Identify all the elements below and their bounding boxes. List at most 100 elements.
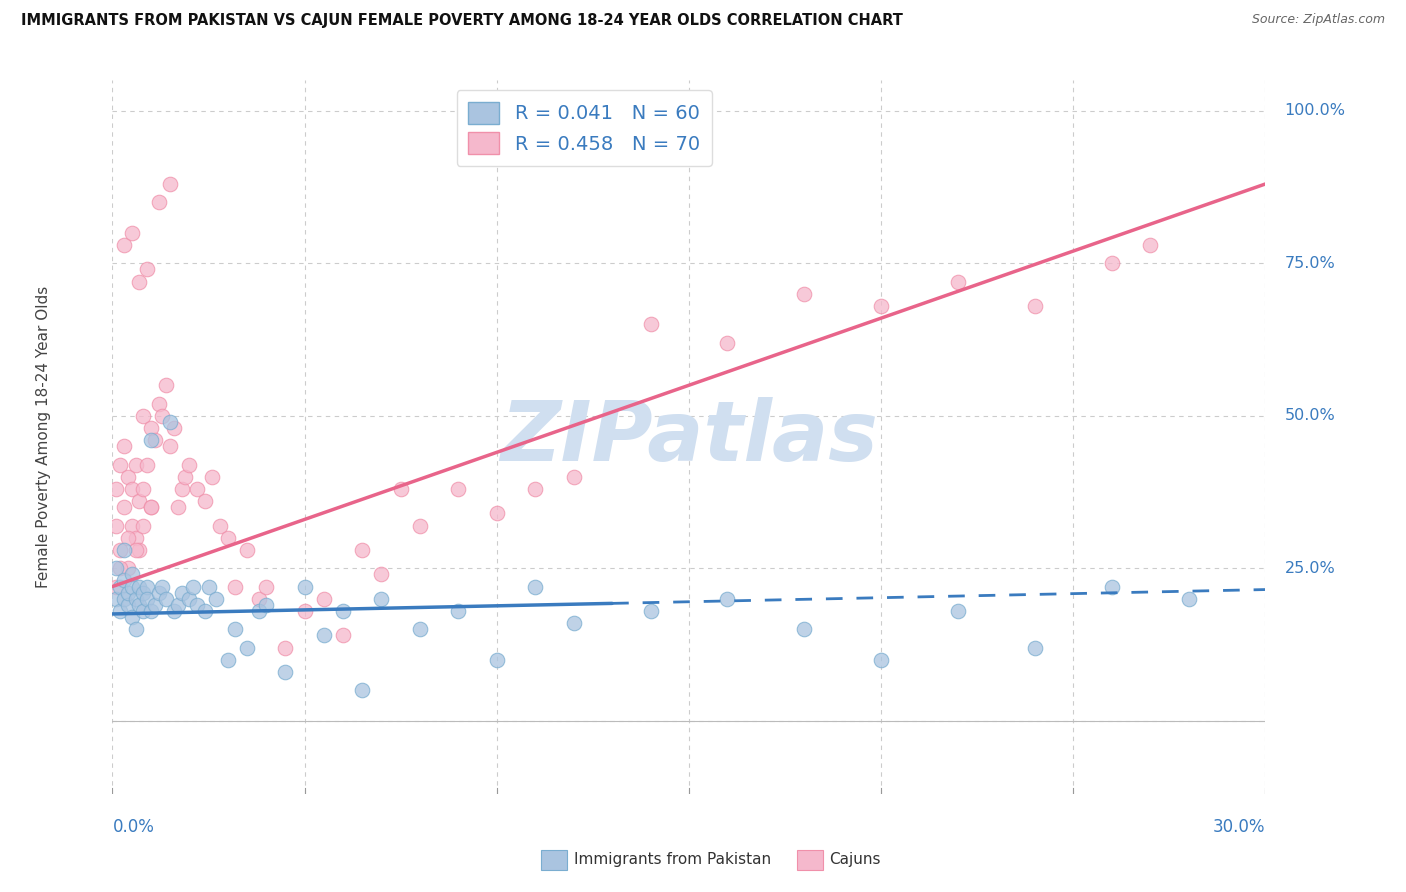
Point bbox=[112, 574, 135, 588]
Point bbox=[148, 195, 170, 210]
Point bbox=[247, 591, 270, 606]
Point bbox=[132, 518, 155, 533]
Point bbox=[194, 494, 217, 508]
Point bbox=[139, 604, 162, 618]
Text: 25.0%: 25.0% bbox=[1285, 561, 1336, 575]
Point bbox=[159, 415, 181, 429]
Point bbox=[139, 500, 162, 515]
Point bbox=[179, 591, 201, 606]
Point bbox=[136, 591, 159, 606]
Point bbox=[128, 275, 150, 289]
Point bbox=[117, 531, 139, 545]
Point bbox=[485, 506, 508, 520]
Point bbox=[139, 433, 162, 447]
Point bbox=[124, 458, 146, 472]
Point bbox=[186, 598, 208, 612]
Text: Female Poverty Among 18-24 Year Olds: Female Poverty Among 18-24 Year Olds bbox=[35, 286, 51, 588]
Point bbox=[155, 378, 177, 392]
Point bbox=[332, 604, 354, 618]
Point bbox=[352, 542, 374, 557]
Point bbox=[163, 421, 186, 435]
Point bbox=[201, 469, 224, 483]
Point bbox=[117, 469, 139, 483]
Point bbox=[186, 482, 208, 496]
Point bbox=[181, 580, 204, 594]
Point bbox=[274, 640, 297, 655]
Point bbox=[105, 591, 128, 606]
Point bbox=[143, 598, 166, 612]
Point bbox=[121, 482, 143, 496]
Point bbox=[524, 482, 547, 496]
Point bbox=[562, 616, 585, 631]
Point bbox=[121, 226, 143, 240]
Point bbox=[166, 500, 188, 515]
Point bbox=[1024, 299, 1046, 313]
Point bbox=[1139, 238, 1161, 252]
Point bbox=[409, 622, 432, 636]
Point bbox=[485, 653, 508, 667]
Point bbox=[217, 653, 239, 667]
Point bbox=[389, 482, 412, 496]
Point bbox=[108, 458, 131, 472]
Text: Immigrants from Pakistan: Immigrants from Pakistan bbox=[574, 853, 770, 867]
Text: Cajuns: Cajuns bbox=[830, 853, 882, 867]
Point bbox=[117, 585, 139, 599]
Point bbox=[124, 531, 146, 545]
Point bbox=[194, 604, 217, 618]
Point bbox=[946, 275, 969, 289]
Point bbox=[121, 567, 143, 582]
Point bbox=[139, 500, 162, 515]
Point bbox=[205, 591, 228, 606]
Point bbox=[217, 531, 239, 545]
Point bbox=[121, 580, 143, 594]
Point bbox=[105, 518, 128, 533]
Point bbox=[312, 591, 335, 606]
Point bbox=[128, 598, 150, 612]
Point bbox=[139, 421, 162, 435]
Point bbox=[524, 580, 547, 594]
Point bbox=[112, 439, 135, 453]
Point bbox=[148, 585, 170, 599]
Point bbox=[132, 604, 155, 618]
Point bbox=[236, 640, 259, 655]
Point bbox=[108, 604, 131, 618]
Point bbox=[294, 580, 316, 594]
Point bbox=[128, 494, 150, 508]
Point bbox=[793, 622, 815, 636]
Point bbox=[124, 622, 146, 636]
Point bbox=[121, 518, 143, 533]
Point bbox=[128, 542, 150, 557]
Point bbox=[105, 561, 128, 575]
Point bbox=[112, 238, 135, 252]
Point bbox=[870, 653, 893, 667]
Point bbox=[332, 628, 354, 642]
Point bbox=[112, 500, 135, 515]
Point bbox=[247, 604, 270, 618]
Point bbox=[174, 469, 197, 483]
Point bbox=[170, 585, 193, 599]
Point bbox=[132, 585, 155, 599]
Point bbox=[112, 591, 135, 606]
Point bbox=[1101, 256, 1123, 270]
Point bbox=[132, 409, 155, 423]
Point bbox=[793, 286, 815, 301]
Point bbox=[117, 598, 139, 612]
Point bbox=[312, 628, 335, 642]
Text: ZIPatlas: ZIPatlas bbox=[501, 397, 877, 477]
Point bbox=[946, 604, 969, 618]
Point bbox=[124, 542, 146, 557]
Point bbox=[224, 580, 246, 594]
Point bbox=[224, 622, 246, 636]
Point bbox=[148, 396, 170, 410]
Point bbox=[143, 433, 166, 447]
Point bbox=[447, 482, 470, 496]
Text: IMMIGRANTS FROM PAKISTAN VS CAJUN FEMALE POVERTY AMONG 18-24 YEAR OLDS CORRELATI: IMMIGRANTS FROM PAKISTAN VS CAJUN FEMALE… bbox=[21, 13, 903, 29]
Point bbox=[179, 458, 201, 472]
Point bbox=[640, 318, 662, 332]
Point bbox=[562, 469, 585, 483]
Point bbox=[117, 561, 139, 575]
Point bbox=[209, 518, 232, 533]
Text: 30.0%: 30.0% bbox=[1213, 818, 1265, 837]
Text: 75.0%: 75.0% bbox=[1285, 256, 1336, 271]
Text: Source: ZipAtlas.com: Source: ZipAtlas.com bbox=[1251, 13, 1385, 27]
